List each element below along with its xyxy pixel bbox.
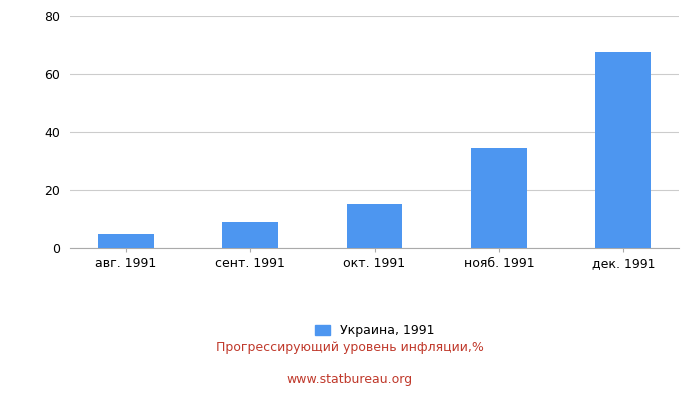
Bar [222,222,278,248]
Bar [346,204,402,248]
Text: www.statbureau.org: www.statbureau.org [287,374,413,386]
Bar [471,148,527,248]
Bar [98,234,154,248]
Bar [595,52,651,248]
Legend: Украина, 1991: Украина, 1991 [309,319,440,342]
Text: Прогрессирующий уровень инфляции,%: Прогрессирующий уровень инфляции,% [216,342,484,354]
